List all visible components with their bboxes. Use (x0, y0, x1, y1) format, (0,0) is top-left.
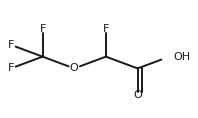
Text: O: O (70, 63, 79, 73)
Text: F: F (103, 24, 109, 34)
Text: F: F (39, 24, 46, 34)
Text: OH: OH (173, 52, 190, 62)
Text: F: F (8, 40, 14, 50)
Text: F: F (8, 63, 14, 73)
Text: O: O (133, 90, 142, 100)
